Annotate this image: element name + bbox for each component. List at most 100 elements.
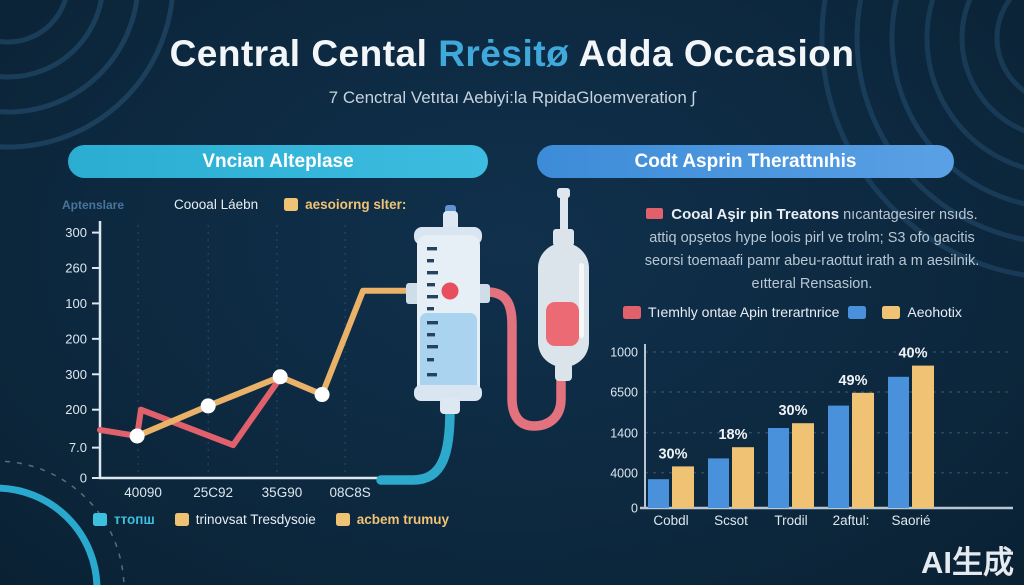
- legend-swatch: [174, 513, 189, 526]
- bar-blue: [888, 376, 909, 508]
- legend-swatch: [335, 513, 350, 526]
- bar-value-label: 49%: [838, 373, 867, 389]
- legend-label: ттопш: [114, 512, 155, 527]
- page-title: Central Cental Rrėsitø Adda Occasion: [0, 33, 1024, 75]
- medicine-vial: [538, 188, 589, 381]
- y-tick-label: 200: [65, 402, 87, 417]
- teal-tube: [376, 405, 455, 485]
- y-tick-label: 300: [65, 367, 87, 382]
- cylinder-scale-marks: [427, 247, 438, 377]
- description-line-2: attiq opşetos hype loois pirl ve trolm; …: [649, 230, 975, 246]
- cylinder-outlet: [440, 398, 460, 414]
- legend-swatch: [882, 305, 901, 319]
- vial-highlight: [579, 263, 584, 338]
- y-tick-label: 0: [631, 502, 638, 516]
- red-tube: [482, 287, 566, 431]
- bar-yellow: [852, 392, 874, 508]
- y-tick-label: 300: [65, 225, 87, 240]
- data-series-orange-line: [134, 287, 423, 440]
- legend-item: Tıemhly ontae Apin trerartnrice: [623, 304, 839, 320]
- line-chart: 300 260 100 200 300 200 7.0 0 40090 25C92 35G90 08C…: [65, 221, 428, 500]
- vial-outlet: [555, 363, 572, 381]
- y-tick-label: 7.0: [69, 440, 87, 455]
- cylinder-bottom: [414, 385, 482, 401]
- y-tick-label: 1000: [610, 346, 638, 360]
- data-point-marker: [129, 428, 145, 444]
- title-text-2: Adda Occasion: [569, 33, 855, 74]
- x-tick-label: 40090: [124, 485, 162, 500]
- legend-swatch: [284, 198, 299, 211]
- x-tick-label: 25C92: [193, 485, 233, 500]
- vial-neck: [553, 229, 574, 246]
- bar-chart-legend: Tıemhly ontae Apin trerartnrice Aeohotix: [623, 304, 962, 320]
- legend-item: Aeohotix: [882, 304, 962, 320]
- corner-rings-top-right: [819, 0, 1024, 278]
- data-point-marker: [200, 398, 216, 414]
- bar-blue: [648, 479, 669, 508]
- vial-liquid: [546, 302, 579, 346]
- x-tick-label: 35G90: [262, 485, 303, 500]
- data-point-marker: [272, 369, 288, 385]
- line-chart-legend-bottom: ттопш trinovsat Tresdysoie acbem trumuy: [93, 512, 449, 527]
- description-bold: Cooal Aşir pin Treatons: [671, 206, 840, 223]
- iv-infusion-illustration: [376, 188, 589, 485]
- iv-cylinder: [406, 205, 490, 414]
- description-rest: nıcantagesirer nsıds.: [839, 207, 978, 223]
- legend-item: Coooal Láebn: [174, 197, 258, 212]
- section-header-right: Codt Asprin Therattnıhis: [537, 145, 954, 178]
- legend-item: trinovsat Tresdysoie: [174, 512, 316, 527]
- legend-item: Aptenslare: [62, 198, 124, 212]
- legend-label: trinovsat Tresdysoie: [195, 512, 316, 527]
- legend-item: [848, 305, 873, 319]
- description-line-1: Cooal Aşir pin Treatons nıcantagesirer n…: [612, 203, 1012, 227]
- title-accent-text: Rrėsitø: [438, 33, 570, 74]
- legend-label: acbem trumuy: [356, 512, 450, 527]
- y-tick-label: 4000: [610, 466, 638, 480]
- y-tick-label: 1400: [610, 426, 638, 440]
- page-subtitle: 7 Cenctral Vetıtaı Aebiyi:la RpidaGloemv…: [328, 88, 696, 107]
- category-label: 2aftul:: [833, 513, 870, 528]
- legend-label: Aptenslare: [62, 197, 125, 212]
- y-tick-label: 100: [65, 296, 87, 311]
- section-header-left: Vncian Alteplase: [68, 145, 488, 178]
- y-tick-label: 260: [65, 261, 87, 276]
- category-label: Trodil: [774, 513, 807, 528]
- bar-value-label: 18%: [718, 427, 747, 443]
- data-point-marker: [314, 387, 330, 403]
- line-chart-legend-top: Aptenslare Coooal Láebn aesoiorng slter:: [62, 197, 406, 212]
- bar-yellow: [912, 365, 934, 508]
- bullet-marker: [646, 208, 664, 219]
- legend-item: acbem trumuy: [335, 512, 450, 527]
- legend-item: aesoiorng slter:: [284, 197, 406, 212]
- description-line-3: seorsi toemaafi pamr abeu-raottut irath …: [644, 253, 980, 269]
- y-tick-label: 0: [80, 471, 87, 486]
- description-line-4: eıtteral Rensasion.: [751, 276, 873, 292]
- bar-blue: [828, 405, 849, 508]
- bar-yellow: [732, 447, 754, 508]
- vial-rod: [560, 192, 568, 232]
- legend-label: Aeohotix: [907, 304, 962, 320]
- legend-swatch: [623, 305, 641, 319]
- bar-value-label: 30%: [778, 403, 807, 419]
- category-label: Scsot: [714, 513, 748, 528]
- bar-blue: [708, 458, 729, 508]
- legend-label: Coooal Láebn: [174, 197, 259, 212]
- bar-value-label: 30%: [658, 446, 687, 462]
- legend-item: ттопш: [93, 512, 155, 527]
- x-tick-label: 08C8S: [329, 485, 370, 500]
- legend-swatch: [848, 305, 867, 319]
- y-tick-label: 6500: [610, 386, 638, 400]
- legend-label: Tıemhly ontae Apin trerartnrice: [648, 304, 840, 320]
- description-text: Cooal Aşir pin Treatons nıcantagesirer n…: [612, 203, 1012, 296]
- bar-yellow: [792, 423, 814, 508]
- bar-yellow: [672, 466, 694, 508]
- bar-blue: [768, 428, 789, 508]
- cylinder-red-dot: [441, 282, 459, 300]
- ai-generated-watermark: AI生成: [921, 545, 1014, 580]
- category-label: Cobdl: [653, 513, 688, 528]
- data-series-red-line: [97, 375, 284, 449]
- title-text-1: Central Cental: [169, 33, 439, 74]
- category-label: Saorié: [891, 513, 930, 528]
